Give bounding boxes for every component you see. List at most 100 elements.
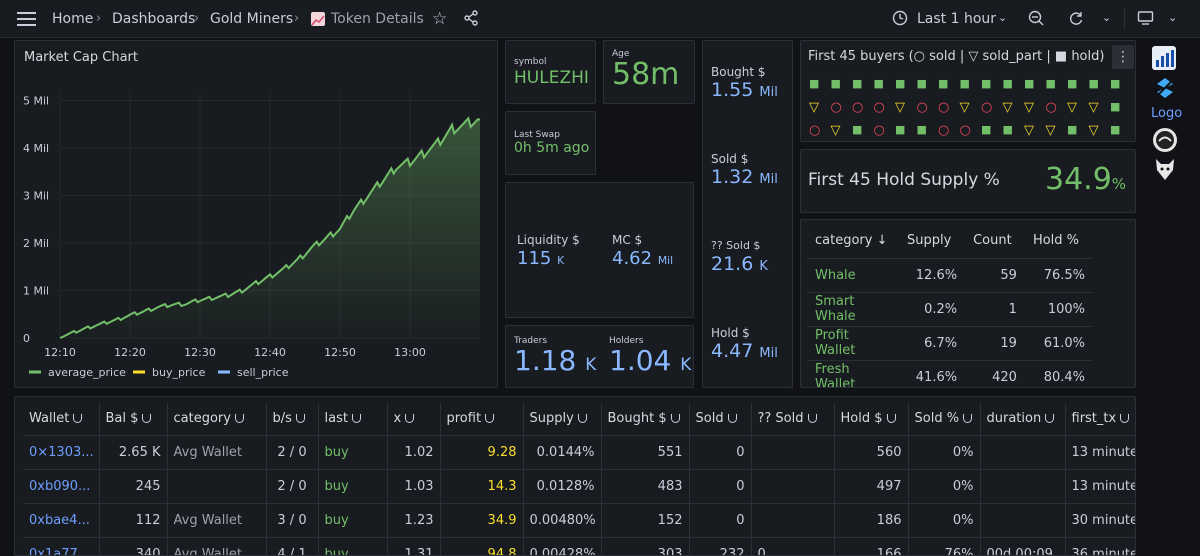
table-cell: 2 / 0 <box>266 435 319 470</box>
col-2[interactable]: category <box>167 403 267 436</box>
table-cell: 76% <box>908 537 981 555</box>
sold-part-marker: ▽ <box>1002 100 1013 115</box>
header-label: Wallet <box>29 411 70 427</box>
chevron-right-icon: › <box>294 11 300 26</box>
value-cell: 12.6% <box>899 258 966 293</box>
col-count[interactable]: Count <box>965 224 1025 259</box>
logo-link-text[interactable]: Logo <box>1151 106 1183 121</box>
panel-menu-button[interactable]: ⋮ <box>1112 45 1134 69</box>
table-row[interactable]: 0xbae4... 112 Avg Wallet 3 / 0 buy 1.23 34.9 0.… <box>23 503 1135 538</box>
filter-icon[interactable] <box>73 414 83 424</box>
table-cell: 30 minutes a... <box>1065 503 1135 538</box>
tv-mode-icon[interactable] <box>1137 10 1154 31</box>
breadcrumb-dashboards[interactable]: Dashboards <box>112 11 196 27</box>
category-table-panel: category ↓ Supply Count Hold % Whale 12.6… <box>800 219 1136 388</box>
col-14[interactable]: first_tx <box>1065 403 1135 436</box>
col-0[interactable]: Wallet <box>23 403 100 436</box>
filter-icon[interactable] <box>1045 414 1055 424</box>
filter-icon[interactable] <box>577 414 587 424</box>
col-category[interactable]: category ↓ <box>807 224 899 259</box>
hold-marker: ■ <box>1067 77 1078 90</box>
filter-icon[interactable] <box>351 414 361 424</box>
wallet-link[interactable]: 0x1a77... <box>23 537 100 555</box>
col-9[interactable]: Sold <box>689 403 752 436</box>
filter-icon[interactable] <box>405 414 415 424</box>
refresh-icon[interactable] <box>1068 10 1085 31</box>
filter-icon[interactable] <box>485 414 495 424</box>
col-3[interactable]: b/s <box>266 403 319 436</box>
col-4[interactable]: last <box>318 403 388 436</box>
x-tick-label: 13:00 <box>394 346 426 359</box>
hold-marker: ■ <box>981 77 992 90</box>
filter-icon[interactable] <box>963 414 973 424</box>
filter-icon[interactable] <box>295 414 305 424</box>
table-row[interactable]: 0xb090... 245 2 / 0 buy 1.03 14.3 0.0128% 483 0 4… <box>23 469 1135 504</box>
tv-mode-chevron-icon[interactable]: ⌄ <box>1168 11 1178 24</box>
col-8[interactable]: Bought $ <box>601 403 690 436</box>
value-cell: 420 <box>965 360 1025 387</box>
filter-icon[interactable] <box>234 414 244 424</box>
filter-icon[interactable] <box>1120 414 1130 424</box>
col-11[interactable]: Hold $ <box>834 403 909 436</box>
side-link-4[interactable] <box>1153 156 1177 182</box>
time-picker[interactable]: Last 1 hour ⌄ <box>892 9 1012 29</box>
menu-icon[interactable] <box>17 12 36 26</box>
col-10[interactable]: ?? Sold <box>751 403 835 436</box>
traders-holders-panel: Traders 1.18 K Holders 1.04 K <box>505 325 694 388</box>
col-5[interactable]: x <box>387 403 441 436</box>
last-swap-label: Last Swap <box>514 130 560 140</box>
hold-marker: ■ <box>852 77 863 90</box>
col-6[interactable]: profit <box>440 403 524 436</box>
header-label: Sold <box>695 411 724 427</box>
sold-part-marker: ▽ <box>1067 100 1077 115</box>
refresh-interval-chevron-icon[interactable]: ⌄ <box>1102 11 1112 24</box>
wallet-link[interactable]: 0×1303... <box>23 435 100 470</box>
table-cell: 152 <box>601 503 690 538</box>
col-7[interactable]: Supply <box>523 403 602 436</box>
filter-icon[interactable] <box>670 414 680 424</box>
filter-icon[interactable] <box>142 414 152 424</box>
zoom-out-icon[interactable] <box>1028 10 1045 31</box>
col-hold[interactable]: Hold % <box>1024 224 1093 259</box>
header-label: x <box>393 411 402 427</box>
chevron-right-icon: › <box>194 11 200 26</box>
table-row[interactable]: 0x1a77... 340 Avg Wallet 4 / 1 buy 1.31 94.8 0.… <box>23 537 1135 555</box>
wolf-logo-icon <box>1156 159 1174 180</box>
side-link-2[interactable] <box>1153 76 1177 100</box>
share-icon[interactable] <box>463 10 479 30</box>
breadcrumb-folder[interactable]: Gold Miners <box>210 11 294 27</box>
mc-label: MC $ <box>612 233 643 247</box>
table-cell: 00d 00:09 <box>980 537 1066 555</box>
table-cell: Avg Wallet <box>167 503 267 538</box>
side-link-1[interactable] <box>1152 46 1176 70</box>
hold-marker: ■ <box>1110 77 1121 90</box>
col-supply[interactable]: Supply <box>899 224 966 259</box>
wallet-link[interactable]: 0xbae4... <box>23 503 100 538</box>
filter-icon[interactable] <box>727 414 737 424</box>
col-13[interactable]: duration <box>980 403 1066 436</box>
hold-supply-panel: First 45 Hold Supply % 34.9% <box>800 149 1136 213</box>
table-cell: 186 <box>834 503 909 538</box>
table-cell <box>980 435 1066 470</box>
hold-value: 4.47 Mil <box>711 340 778 362</box>
star-icon[interactable]: ☆ <box>432 9 448 29</box>
table-cell: 340 <box>99 537 168 555</box>
hold-marker: ■ <box>1088 77 1099 90</box>
symbol-label: symbol <box>514 57 547 67</box>
table-row[interactable]: 0×1303... 2.65 K Avg Wallet 2 / 0 buy 1.02 9.2… <box>23 435 1135 470</box>
x-tick-label: 12:20 <box>114 346 146 359</box>
breadcrumb-home[interactable]: Home <box>52 11 94 27</box>
sold-marker: ○ <box>1045 100 1057 115</box>
liquidity-mc-panel: Liquidity $ 115 K MC $ 4.62 Mil <box>505 182 694 318</box>
hold-marker: ■ <box>1110 100 1121 113</box>
header-label: Bal $ <box>105 411 139 427</box>
table-cell: 14.3 <box>440 469 524 504</box>
col-12[interactable]: Sold % <box>908 403 981 436</box>
side-link-3[interactable] <box>1153 128 1177 152</box>
col-1[interactable]: Bal $ <box>99 403 168 436</box>
hold-marker: ■ <box>1002 123 1013 136</box>
filter-icon[interactable] <box>807 414 817 424</box>
wallet-link[interactable]: 0xb090... <box>23 469 100 504</box>
supply-label: First 45 Hold Supply % <box>808 170 1000 190</box>
filter-icon[interactable] <box>886 414 896 424</box>
